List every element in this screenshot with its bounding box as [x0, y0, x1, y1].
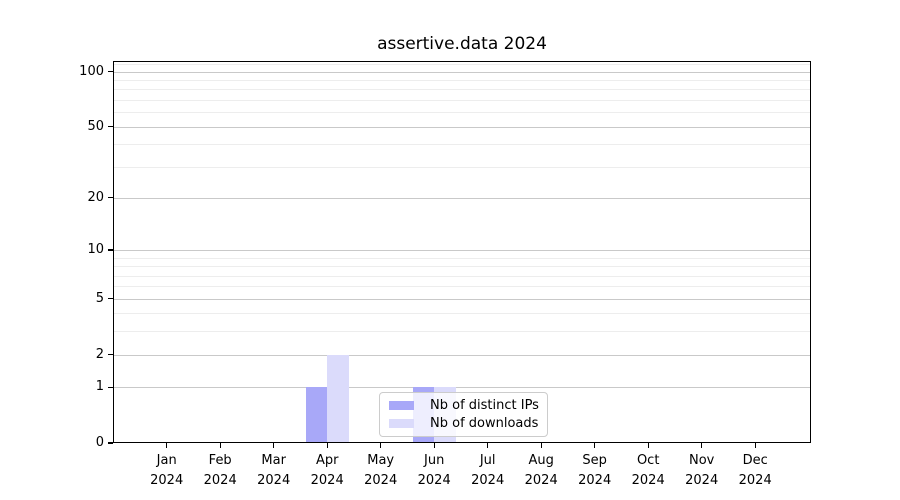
x-tick-mark [219, 443, 221, 448]
y-tick-label: 2 [95, 346, 104, 362]
legend-swatch-downloads [389, 419, 414, 428]
x-tick-label: Aug 2024 [506, 451, 576, 491]
major-gridline [113, 298, 811, 300]
major-gridline [113, 250, 811, 251]
x-tick-label: May 2024 [346, 451, 416, 491]
y-tick-mark [108, 386, 113, 388]
x-tick-label: Dec 2024 [720, 451, 790, 491]
minor-gridline [113, 257, 811, 259]
y-tick-mark [108, 249, 113, 251]
x-tick-mark [326, 443, 328, 448]
minor-gridline [113, 112, 811, 113]
minor-gridline [113, 286, 811, 288]
x-tick-label: Jun 2024 [399, 451, 469, 491]
x-tick-month: Mar [261, 453, 286, 468]
y-tick-label: 5 [95, 290, 104, 306]
minor-gridline [113, 275, 811, 277]
legend: Nb of distinct IPs Nb of downloads [379, 392, 548, 437]
chart-title: assertive.data 2024 [377, 34, 547, 54]
legend-swatch-distinct-ips [389, 401, 414, 410]
x-tick-label: Sep 2024 [560, 451, 630, 491]
x-tick-year: 2024 [524, 473, 558, 488]
x-tick-mark [647, 443, 649, 448]
x-tick-year: 2024 [685, 473, 719, 488]
minor-gridline [113, 166, 811, 168]
x-tick-year: 2024 [364, 473, 398, 488]
x-tick-label: Mar 2024 [239, 451, 309, 491]
x-tick-month: Nov [689, 453, 715, 468]
x-tick-month: Dec [742, 453, 768, 468]
y-tick-mark [108, 354, 113, 356]
y-tick-mark [108, 125, 113, 128]
legend-label-distinct-ips: Nb of distinct IPs [430, 398, 539, 413]
x-tick-year: 2024 [631, 473, 665, 488]
y-tick-mark [108, 442, 113, 444]
legend-label-downloads: Nb of downloads [430, 416, 539, 431]
major-gridline [113, 354, 811, 356]
x-tick-month: Apr [315, 453, 339, 468]
x-tick-year: 2024 [471, 473, 505, 488]
y-tick-label: 1 [95, 379, 104, 395]
x-tick-label: Jan 2024 [132, 451, 202, 491]
x-tick-year: 2024 [150, 473, 184, 488]
y-tick-mark [108, 197, 113, 199]
x-tick-mark [487, 443, 489, 448]
x-tick-label: Oct 2024 [613, 451, 683, 491]
x-tick-label: Jul 2024 [453, 451, 523, 491]
axes-border [113, 61, 811, 443]
x-tick-month: Jul [479, 453, 496, 468]
major-gridline [113, 197, 811, 199]
x-tick-year: 2024 [417, 473, 451, 488]
x-tick-month: May [367, 453, 395, 468]
x-tick-mark [166, 443, 168, 448]
x-tick-label: Apr 2024 [292, 451, 362, 491]
x-tick-mark [594, 443, 596, 448]
major-gridline [113, 126, 811, 128]
x-tick-month: Feb [208, 453, 232, 468]
minor-gridline [113, 63, 811, 65]
y-tick-label: 20 [87, 189, 104, 205]
bar-distinct-ips [305, 387, 328, 443]
y-tick-label: 50 [87, 118, 104, 134]
x-tick-year: 2024 [310, 473, 344, 488]
x-tick-year: 2024 [257, 473, 291, 488]
x-tick-mark [380, 443, 382, 448]
minor-gridline [113, 89, 811, 91]
y-tick-label: 100 [79, 63, 104, 79]
x-tick-month: Sep [582, 453, 607, 468]
minor-gridline [113, 313, 811, 315]
x-tick-month: Aug [528, 453, 554, 468]
x-tick-month: Oct [636, 453, 660, 468]
plot-area [113, 61, 811, 443]
x-tick-mark [273, 443, 275, 448]
x-tick-year: 2024 [578, 473, 612, 488]
x-tick-year: 2024 [203, 473, 237, 488]
x-tick-mark [433, 443, 435, 448]
bar-downloads [327, 354, 349, 443]
minor-gridline [113, 144, 811, 145]
major-gridline [113, 387, 811, 389]
x-tick-label: Feb 2024 [185, 451, 255, 491]
legend-item-distinct-ips: Nb of distinct IPs [389, 398, 539, 413]
y-tick-mark [108, 70, 113, 73]
x-tick-mark [701, 443, 703, 448]
minor-gridline [113, 99, 811, 101]
x-tick-mark [754, 443, 756, 448]
x-tick-year: 2024 [738, 473, 772, 488]
y-tick-mark [108, 298, 113, 300]
x-tick-month: Jun [424, 453, 445, 468]
x-tick-month: Jan [156, 453, 177, 468]
minor-gridline [113, 266, 811, 268]
y-tick-label: 10 [87, 242, 104, 257]
x-tick-mark [540, 443, 542, 448]
minor-gridline [113, 79, 811, 81]
major-gridline [113, 71, 811, 73]
legend-item-downloads: Nb of downloads [389, 416, 538, 431]
minor-gridline [113, 331, 811, 333]
y-tick-label: 0 [95, 435, 104, 450]
x-tick-label: Nov 2024 [667, 451, 737, 491]
